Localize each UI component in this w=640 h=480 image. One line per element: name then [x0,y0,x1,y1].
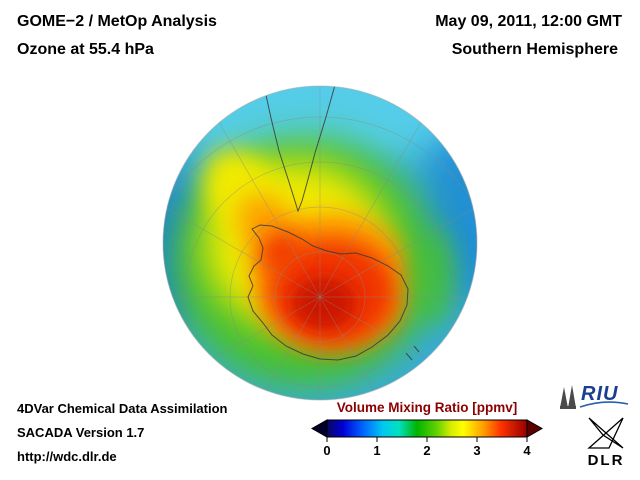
riu-swoosh-icon [579,401,629,408]
colorbar-tick-labels: 0 1 2 3 4 [309,443,545,459]
colorbar-title: Volume Mixing Ratio [ppmv] [336,400,518,415]
colorbar-arrow-right [526,419,544,438]
colorbar-tick-4: 4 [523,443,531,458]
field-blob-green-right-band [408,230,456,326]
analysis-hemisphere: Southern Hemisphere [451,41,618,58]
field-blob-dark-red [292,277,356,329]
dlr-logo-text: DLR [587,452,625,469]
antarctica-coastline [247,224,409,361]
globe-outline [162,85,478,401]
dlr-logo: DLR [578,415,634,469]
analysis-title: GOME−2 / MetOp Analysis [17,13,217,30]
colorbar [310,419,544,442]
colorbar-tick-3: 3 [473,443,481,458]
colorbar-arrow-left [310,419,328,438]
colorbar-tick-1: 1 [373,443,381,458]
colorbar-gradient-bar [326,419,528,438]
new-zealand-coastline [405,345,420,361]
colorbar-tick-2: 2 [423,443,431,458]
cathedral-icon [560,385,576,409]
south-america-coastline [263,86,336,213]
colorbar-tick-0: 0 [323,443,331,458]
url-label: http://wdc.dlr.de [17,449,117,464]
riu-logo-text: RIU [581,383,619,405]
dlr-logo-icon [587,417,624,449]
africa-tip-coastline [415,90,460,131]
riu-logo: RIU [557,383,633,411]
field-blob-red-arm [257,230,303,272]
ozone-field [163,86,477,400]
ozone-map-globe [162,85,478,401]
version-label: SACADA Version 1.7 [17,425,145,440]
colorbar-tick-marks [326,437,528,442]
assimilation-label: 4DVar Chemical Data Assimilation [17,401,228,416]
analysis-level: Ozone at 55.4 hPa [17,41,154,58]
analysis-datetime: May 09, 2011, 12:00 GMT [435,13,622,30]
